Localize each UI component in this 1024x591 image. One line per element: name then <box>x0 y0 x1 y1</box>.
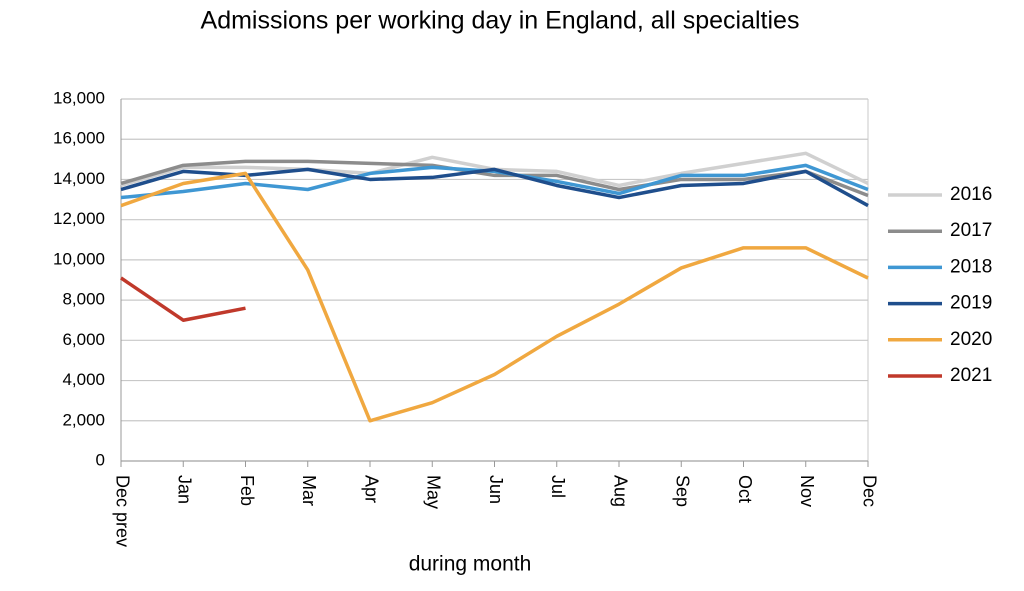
series-line <box>120 276 246 322</box>
series-line <box>120 159 869 198</box>
x-tick-label: May <box>424 475 444 509</box>
x-tick-label: Dec <box>859 475 879 507</box>
y-tick-label: 6,000 <box>62 330 105 349</box>
x-tick-label: Apr <box>361 475 381 503</box>
legend-label: 2018 <box>950 256 992 277</box>
y-tick-label: 14,000 <box>53 169 105 188</box>
legend-label: 2016 <box>950 184 992 205</box>
y-tick-label: 4,000 <box>62 370 105 389</box>
chart-title: Admissions per working day in England, a… <box>201 7 800 35</box>
x-tick-label: Jun <box>486 475 506 504</box>
x-axis-title: during month <box>409 553 532 576</box>
x-tick-label: Nov <box>797 475 817 507</box>
series-line <box>120 163 869 200</box>
legend-label: 2020 <box>950 329 992 350</box>
series-line <box>120 171 869 423</box>
x-tick-label: Feb <box>237 475 257 506</box>
y-tick-label: 0 <box>96 450 105 469</box>
x-tick-label: Mar <box>299 475 319 506</box>
x-tick-label: Aug <box>610 475 630 507</box>
y-tick-label: 12,000 <box>53 209 105 228</box>
y-tick-label: 10,000 <box>53 249 105 268</box>
x-tick-label: Dec prev <box>112 475 132 547</box>
y-tick-label: 18,000 <box>53 88 105 107</box>
x-tick-label: Jan <box>175 475 195 504</box>
x-tick-label: Oct <box>735 475 755 503</box>
legend-label: 2019 <box>950 293 992 314</box>
legend-label: 2017 <box>950 220 992 241</box>
x-tick-label: Jul <box>548 475 568 498</box>
x-tick-label: Sep <box>673 475 693 507</box>
y-tick-label: 8,000 <box>62 290 105 309</box>
legend-label: 2021 <box>950 365 992 386</box>
y-tick-label: 2,000 <box>62 410 105 429</box>
y-tick-label: 16,000 <box>53 129 105 148</box>
